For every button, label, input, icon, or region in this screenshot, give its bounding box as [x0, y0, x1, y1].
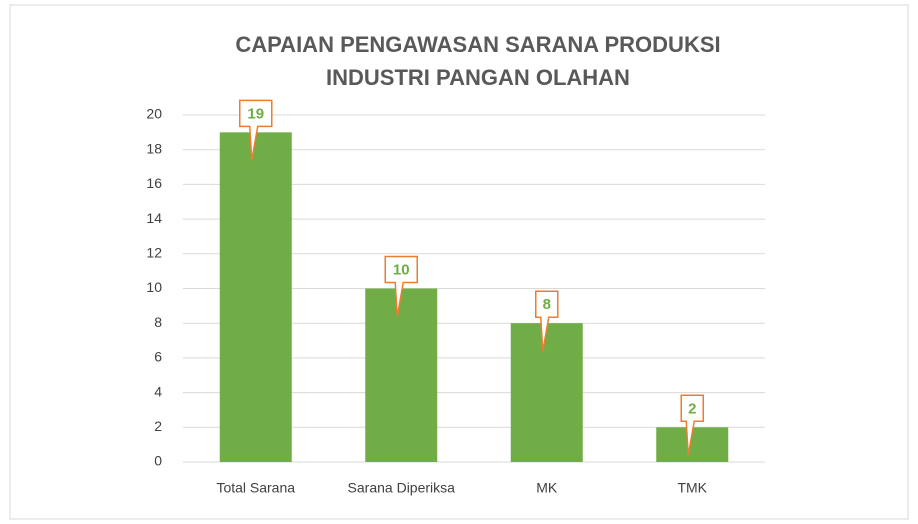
data-label-callout [535, 290, 559, 352]
data-label: 8 [543, 296, 551, 313]
y-tick-label: 12 [146, 245, 162, 261]
x-tick-label: Sarana Diperiksa [348, 480, 456, 496]
chart-title: CAPAIAN PENGAWASAN SARANA PRODUKSI [235, 32, 720, 57]
y-tick-label: 20 [146, 106, 162, 122]
bar [219, 132, 292, 462]
y-tick-label: 4 [154, 383, 162, 399]
y-tick-label: 6 [154, 349, 162, 365]
chart-title: INDUSTRI PANGAN OLAHAN [326, 65, 630, 90]
x-tick-label: TMK [677, 480, 707, 496]
y-tick-label: 0 [154, 453, 162, 469]
y-tick-label: 8 [154, 314, 162, 330]
data-label-callout [239, 99, 273, 161]
chart-border [9, 4, 909, 520]
y-tick-label: 10 [146, 279, 162, 295]
y-tick-label: 16 [146, 175, 162, 191]
data-label-callout [384, 255, 418, 317]
y-tick-label: 18 [146, 140, 162, 156]
data-label: 10 [393, 261, 410, 278]
data-label-callout [680, 394, 704, 456]
bar [365, 288, 438, 462]
y-tick-label: 14 [146, 210, 162, 226]
data-label: 2 [688, 400, 696, 417]
x-tick-label: Total Sarana [216, 480, 295, 496]
bar [510, 323, 583, 462]
y-tick-label: 2 [154, 418, 162, 434]
x-tick-label: MK [536, 480, 558, 496]
data-label: 19 [247, 105, 264, 122]
